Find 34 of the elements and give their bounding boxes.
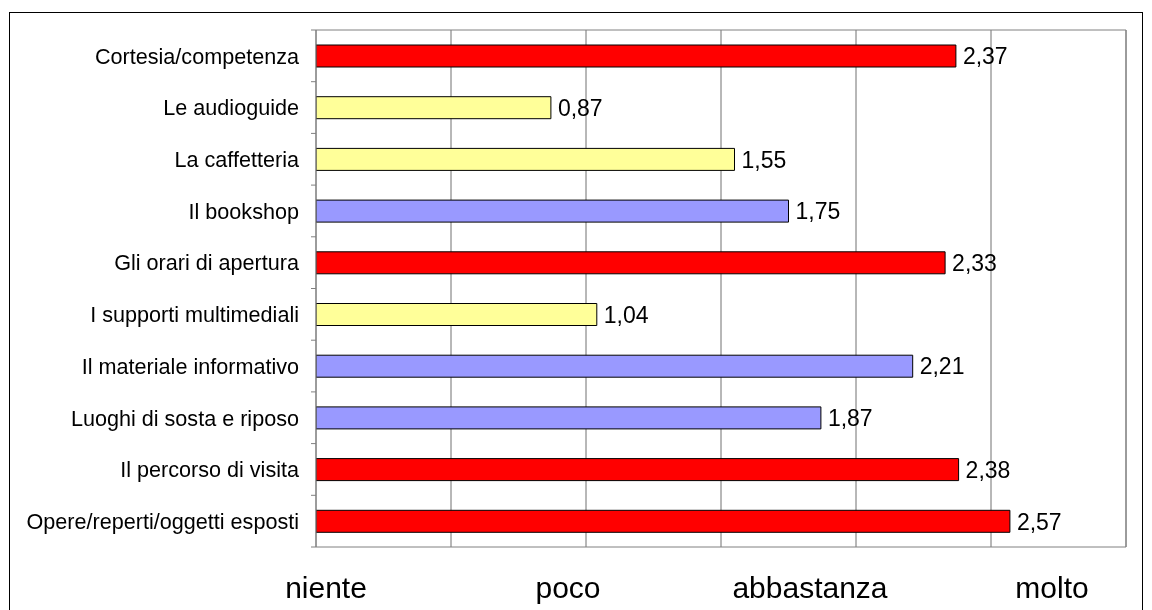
y-tick-label: Il materiale informativo: [81, 353, 299, 379]
data-label: 2,57: [1016, 508, 1062, 535]
bar: [316, 147, 735, 171]
y-tick-label: Opere/reperti/oggetti esposti: [26, 508, 299, 534]
bar: [316, 44, 957, 68]
bar: [316, 354, 914, 378]
bar: [316, 509, 1011, 533]
text: molto: [1015, 571, 1089, 604]
data-label: 0,87: [557, 94, 603, 121]
y-tick-label: Il percorso di visita: [120, 457, 300, 483]
data-label: 2,33: [952, 250, 997, 277]
text: niente: [285, 571, 367, 604]
y-tick-label: La caffetteria: [174, 147, 300, 173]
text: poco: [535, 571, 601, 604]
data-label: 1,87: [827, 405, 873, 432]
text: abbastanza: [732, 571, 888, 604]
data-label: 1,75: [795, 198, 841, 225]
bar: [316, 458, 960, 482]
y-tick-label: Le audioguide: [163, 95, 299, 121]
y-tick-label: Cortesia/competenza: [94, 43, 300, 69]
bar: [316, 251, 946, 275]
bar: [316, 96, 552, 120]
y-tick-label: Il bookshop: [188, 198, 299, 224]
y-tick-label: Gli orari di apertura: [114, 250, 300, 276]
data-label: 2,37: [962, 43, 1008, 70]
data-label: 1,04: [603, 301, 649, 328]
bar: [316, 406, 822, 430]
bar: [316, 303, 598, 326]
y-tick-label: I supporti multimediali: [90, 302, 299, 328]
y-tick-label: Luoghi di sosta e riposo: [70, 405, 299, 431]
data-label: 2,38: [965, 456, 1011, 483]
bar: [316, 199, 789, 223]
data-label: 2,21: [919, 353, 965, 380]
data-label: 1,55: [741, 146, 787, 173]
